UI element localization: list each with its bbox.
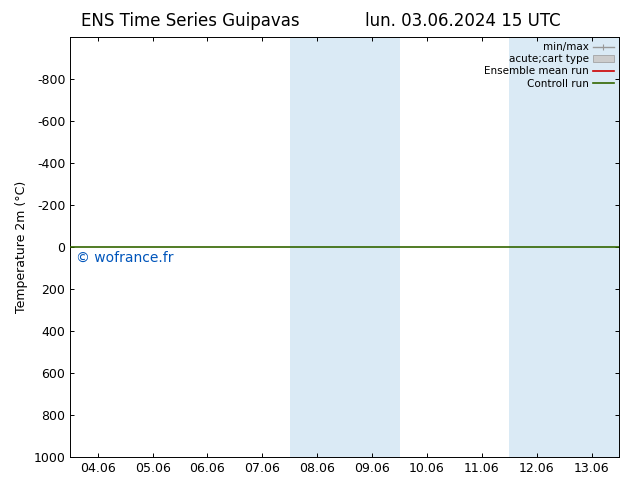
Text: © wofrance.fr: © wofrance.fr — [76, 251, 173, 265]
Text: lun. 03.06.2024 15 UTC: lun. 03.06.2024 15 UTC — [365, 12, 560, 30]
Legend: min/max, acute;cart type, Ensemble mean run, Controll run: min/max, acute;cart type, Ensemble mean … — [482, 40, 616, 91]
Y-axis label: Temperature 2m (°C): Temperature 2m (°C) — [15, 181, 28, 313]
Bar — [509, 37, 619, 457]
Bar — [290, 37, 399, 457]
Text: ENS Time Series Guipavas: ENS Time Series Guipavas — [81, 12, 299, 30]
